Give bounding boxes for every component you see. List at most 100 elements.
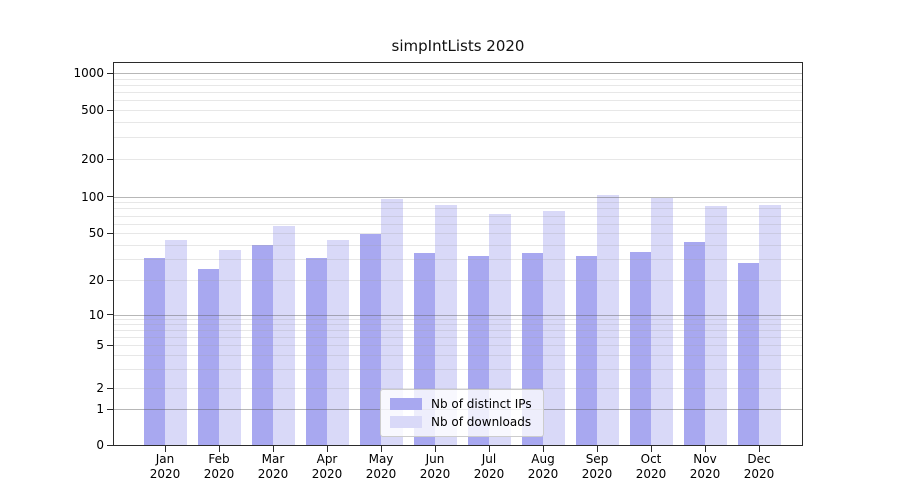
minor-gridline <box>114 202 802 203</box>
x-tick-label-year: 2020 <box>527 467 559 481</box>
minor-gridline <box>114 110 802 111</box>
minor-gridline <box>114 92 802 93</box>
y-tick-mark <box>107 408 113 410</box>
y-tick-mark <box>107 279 113 281</box>
x-tick-label: Nov 2020 <box>673 452 737 482</box>
y-tick-mark <box>107 72 113 74</box>
bar-jan-distinct-ips <box>143 257 165 446</box>
x-tick-label: Mar 2020 <box>241 452 305 482</box>
minor-gridline <box>114 369 802 370</box>
x-tick-label-year: 2020 <box>635 467 667 481</box>
y-tick-label: 20 <box>88 273 104 287</box>
minor-gridline <box>114 79 802 80</box>
x-tick-mark <box>273 446 274 452</box>
x-tick-label-month: Sep <box>585 452 609 466</box>
x-tick-label-year: 2020 <box>743 467 775 481</box>
legend: Nb of distinct IPs Nb of downloads <box>380 389 544 437</box>
minor-gridline <box>114 224 802 225</box>
x-tick-label: Oct 2020 <box>619 452 683 482</box>
bar-mar-downloads <box>273 226 295 446</box>
bar-nov-distinct-ips <box>683 242 705 446</box>
x-tick-mark <box>705 446 706 452</box>
minor-gridline <box>114 85 802 86</box>
x-tick-mark <box>435 446 436 452</box>
x-tick-mark <box>759 446 760 452</box>
minor-gridline <box>114 330 802 331</box>
bar-jan-downloads <box>165 239 187 446</box>
bar-nov-downloads <box>705 205 727 446</box>
y-tick-label: 500 <box>81 103 104 117</box>
x-tick-label: Apr 2020 <box>295 452 359 482</box>
x-tick-label-month: Apr <box>316 452 338 466</box>
legend-item-downloads: Nb of downloads <box>390 415 534 429</box>
minor-gridline <box>114 159 802 160</box>
y-tick-label: 200 <box>81 152 104 167</box>
bar-jul-downloads <box>489 214 511 446</box>
minor-gridline <box>114 245 802 246</box>
x-tick-label-month: Oct <box>640 452 662 466</box>
bar-apr-distinct-ips <box>305 257 327 446</box>
minor-gridline <box>114 388 802 389</box>
x-tick-label: Aug 2020 <box>511 452 575 482</box>
bar-jun-downloads <box>435 204 457 446</box>
y-tick-label: 10 <box>88 307 104 322</box>
bar-oct-downloads <box>651 198 673 446</box>
legend-swatch-downloads <box>390 416 422 428</box>
x-tick-label-month: Mar <box>261 452 285 466</box>
bar-may-downloads <box>381 199 403 446</box>
x-tick-mark <box>597 446 598 452</box>
x-tick-label-year: 2020 <box>473 467 505 481</box>
minor-gridline <box>114 137 802 138</box>
bar-may-distinct-ips <box>359 234 381 446</box>
x-tick-mark <box>489 446 490 452</box>
x-tick-mark <box>543 446 544 452</box>
minor-gridline <box>114 122 802 123</box>
y-tick-mark <box>107 196 113 198</box>
x-tick-label-month: Aug <box>531 452 555 466</box>
x-tick-label: Jun 2020 <box>403 452 467 482</box>
x-tick-label: Feb 2020 <box>187 452 251 482</box>
x-tick-label-year: 2020 <box>581 467 613 481</box>
major-gridline <box>114 197 802 198</box>
bar-apr-downloads <box>327 239 349 446</box>
x-tick-label-month: Jul <box>481 452 497 466</box>
bar-sep-downloads <box>597 195 619 446</box>
minor-gridline <box>114 324 802 325</box>
x-tick-label-month: Nov <box>693 452 717 466</box>
bar-dec-distinct-ips <box>737 262 759 446</box>
x-tick-mark <box>381 446 382 452</box>
y-tick-mark <box>107 314 113 315</box>
x-tick-label: May 2020 <box>349 452 413 482</box>
minor-gridline <box>114 280 802 281</box>
x-tick-label: Jul 2020 <box>457 452 521 482</box>
minor-gridline <box>114 345 802 346</box>
legend-label-downloads: Nb of downloads <box>431 415 532 429</box>
bar-feb-distinct-ips <box>197 268 219 446</box>
legend-item-distinct-ips: Nb of distinct IPs <box>390 397 534 411</box>
y-tick-label: 1000 <box>73 66 104 81</box>
minor-gridline <box>114 208 802 209</box>
y-tick-label: 1 <box>96 402 104 416</box>
y-tick-mark <box>107 387 113 389</box>
x-tick-label-month: May <box>368 452 394 466</box>
x-tick-mark <box>327 446 328 452</box>
x-tick-label-year: 2020 <box>419 467 451 481</box>
x-tick-label-year: 2020 <box>689 467 721 481</box>
y-tick-mark <box>107 444 113 446</box>
y-tick-label: 0 <box>96 438 104 452</box>
bar-sep-distinct-ips <box>575 256 597 446</box>
x-tick-mark <box>651 446 652 452</box>
x-tick-label-month: Dec <box>747 452 771 466</box>
bar-feb-downloads <box>219 250 241 446</box>
plot-area <box>113 62 803 446</box>
legend-label-distinct-ips: Nb of distinct IPs <box>431 397 532 411</box>
bar-aug-downloads <box>543 210 565 446</box>
x-tick-label-month: Feb <box>208 452 230 466</box>
chart-title: simpIntLists 2020 <box>391 37 525 55</box>
minor-gridline <box>114 337 802 338</box>
x-tick-label-month: Jun <box>425 452 445 466</box>
y-tick-mark <box>107 344 113 346</box>
major-gridline <box>114 73 802 74</box>
y-tick-label: 100 <box>81 189 104 204</box>
